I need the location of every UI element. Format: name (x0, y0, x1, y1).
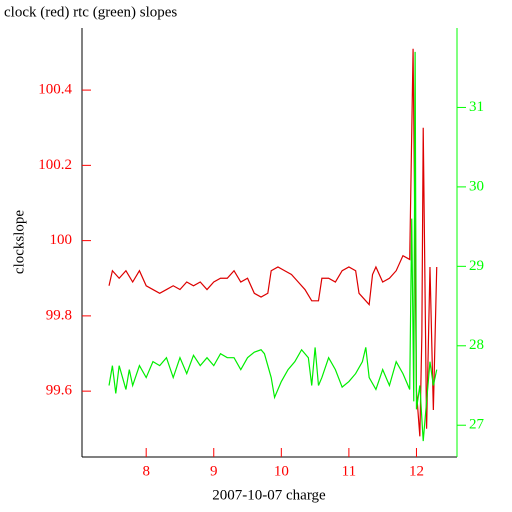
series-line (108, 51, 438, 442)
y-tick-label: 100 (50, 232, 73, 248)
y-tick-label: 99.8 (46, 307, 72, 323)
y-tick-label: 100.4 (38, 82, 72, 98)
x-tick-label: 8 (142, 463, 150, 479)
x-tick-label: 11 (342, 463, 356, 479)
chart-title: clock (red) rtc (green) slopes (4, 4, 177, 20)
x-tick-label: 9 (210, 463, 218, 479)
y-tick-label: 99.6 (46, 383, 73, 399)
x-axis-label: 2007-10-07 charge (212, 487, 326, 503)
y2-tick-label: 29 (469, 258, 484, 274)
series-line (108, 48, 438, 437)
x-tick-label: 10 (274, 463, 289, 479)
x-tick-label: 12 (409, 463, 424, 479)
y2-tick-label: 31 (469, 99, 484, 115)
y-tick-label: 100.2 (38, 157, 72, 173)
y2-tick-label: 28 (469, 337, 484, 353)
y-axis-label: clockslope (11, 210, 27, 274)
y2-tick-label: 27 (469, 417, 485, 433)
y2-tick-label: 30 (469, 178, 484, 194)
